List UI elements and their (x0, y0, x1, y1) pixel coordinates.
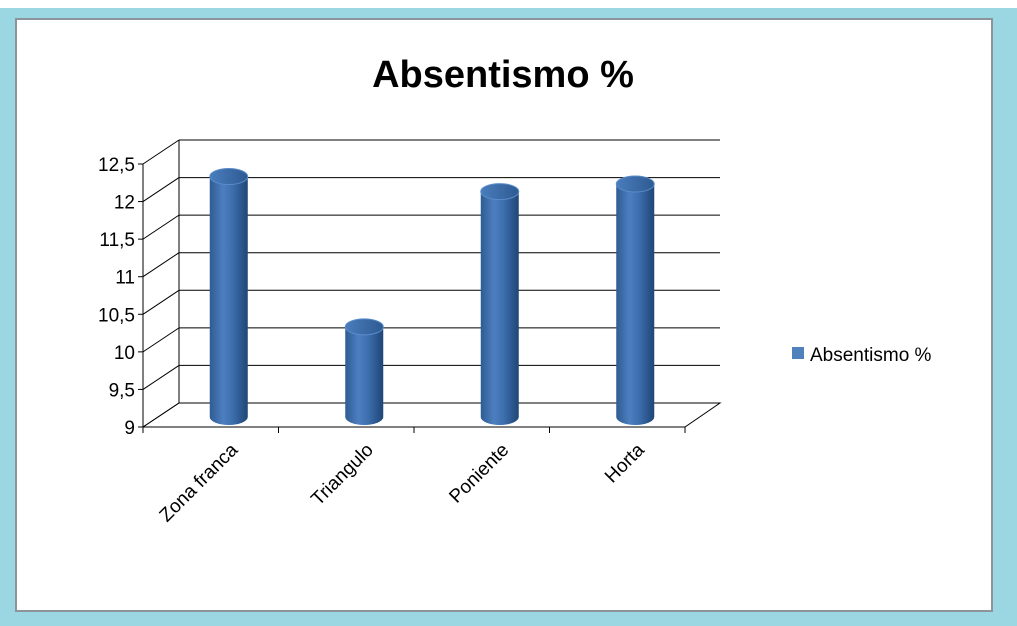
bar-body (480, 191, 519, 425)
legend-label: Absentismo % (810, 345, 932, 366)
side-wall-gridline (142, 139, 180, 165)
bar-cap (615, 175, 655, 193)
y-tick-label: 11,5 (99, 230, 135, 251)
x-category-label: Horta (601, 439, 649, 487)
chart-floor (141, 402, 722, 428)
bar-body (209, 176, 248, 425)
x-category-label: Triangulo (307, 440, 377, 510)
bar-cap (480, 183, 520, 201)
y-tick-label: 10,5 (98, 305, 135, 326)
y-tick-label: 9,5 (109, 380, 135, 401)
legend: Absentismo % (792, 345, 932, 366)
side-wall-gridline (142, 289, 180, 315)
x-axis-labels: Zona franca Triangulo Poniente Horta (156, 439, 649, 526)
y-tick-label: 10 (114, 343, 135, 364)
bar-body (616, 184, 655, 425)
y-axis-ticks: 9 9,5 10 10,5 11 11,5 12 12,5 (98, 155, 143, 439)
side-wall-gridline (142, 214, 180, 240)
side-wall-gridline (142, 252, 180, 278)
y-tick-label: 12 (114, 193, 135, 214)
x-category-label: Poniente (445, 440, 513, 508)
side-wall-gridline (142, 365, 180, 390)
bar-zona-franca (209, 168, 249, 425)
y-tick-label: 12,5 (98, 155, 135, 176)
legend-swatch (792, 347, 804, 359)
bar-body (345, 326, 384, 425)
side-wall-gridline (142, 327, 180, 353)
bar-poniente (480, 183, 520, 425)
x-category-label: Zona franca (156, 439, 243, 526)
bar-triangulo (344, 318, 384, 425)
chart-title: Absentismo % (372, 54, 634, 96)
y-tick-label: 11 (115, 268, 135, 289)
bar-cap (209, 168, 249, 186)
bars (142, 168, 686, 433)
side-wall-gridline (142, 177, 180, 202)
bar-cap (344, 318, 384, 336)
y-tick-label: 9 (124, 418, 135, 439)
bar-horta (615, 175, 655, 425)
